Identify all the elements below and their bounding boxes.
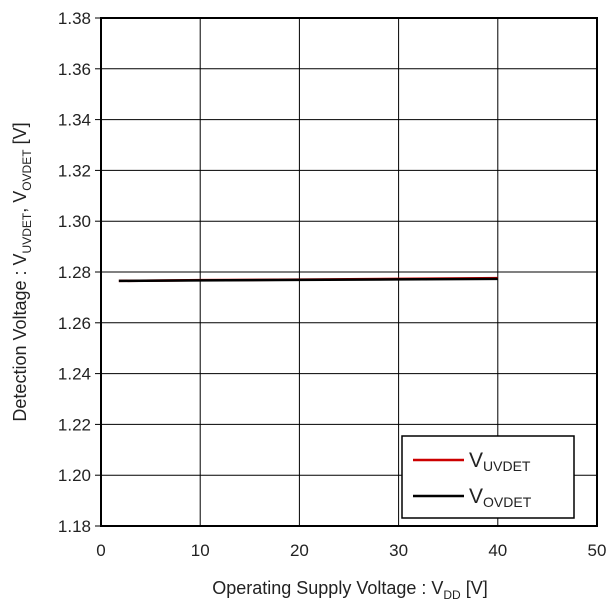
legend: VUVDET VOVDET — [401, 435, 575, 519]
legend-label-uvdet-main: V — [469, 449, 483, 472]
x-tick-label-3: 30 — [389, 541, 408, 560]
y-axis-label-sub2: OVDET — [20, 149, 34, 191]
y-axis-label: Detection Voltage : VUVDET, VOVDET [V] — [10, 122, 34, 421]
x-tick-label-2: 20 — [290, 541, 309, 560]
x-axis-label-main: Operating Supply Voltage : V — [212, 578, 443, 598]
y-tick-label-10: 1.38 — [58, 9, 91, 28]
x-tick-label-0: 0 — [96, 541, 105, 560]
y-tick-label-0: 1.18 — [58, 517, 91, 536]
y-tick-label-9: 1.36 — [58, 60, 91, 79]
y-tick-label-7: 1.32 — [58, 161, 91, 180]
legend-label-ovdet-main: V — [469, 485, 483, 508]
y-tick-labels: 1.18 1.20 1.22 1.24 1.26 1.28 1.30 1.32 1.34 1.36… — [58, 9, 91, 536]
plot-frame — [100, 17, 598, 527]
x-axis-label-sub: DD — [443, 588, 461, 602]
x-tick-labels: 0 10 20 30 40 50 — [96, 541, 606, 560]
legend-label-ovdet-sub: OVDET — [483, 494, 532, 510]
y-tick-label-5: 1.28 — [58, 263, 91, 282]
series-layer — [118, 276, 498, 283]
y-axis-label-sub1: UVDET — [20, 212, 34, 253]
y-axis-label-part2: , V — [10, 191, 30, 213]
y-tick-label-3: 1.24 — [58, 365, 91, 384]
y-tick-label-2: 1.22 — [58, 415, 91, 434]
y-tick-label-8: 1.34 — [58, 111, 91, 130]
legend-label-uvdet: VUVDET — [469, 449, 531, 474]
x-tick-label-5: 50 — [588, 541, 607, 560]
x-axis-label: Operating Supply Voltage : VDD [V] — [212, 578, 488, 602]
y-axis-label-part1: Detection Voltage : V — [10, 253, 30, 421]
legend-label-uvdet-sub: UVDET — [483, 458, 531, 474]
x-axis-label-unit: [V] — [461, 578, 488, 598]
series-line-ovdet — [118, 277, 498, 283]
y-tick-label-4: 1.26 — [58, 314, 91, 333]
y-tick-label-1: 1.20 — [58, 466, 91, 485]
y-axis-label-unit: [V] — [10, 122, 30, 149]
legend-label-ovdet: VOVDET — [469, 485, 532, 510]
x-tick-label-4: 40 — [488, 541, 507, 560]
y-tick-label-6: 1.30 — [58, 212, 91, 231]
x-tick-label-1: 10 — [191, 541, 210, 560]
legend-box — [401, 435, 575, 519]
